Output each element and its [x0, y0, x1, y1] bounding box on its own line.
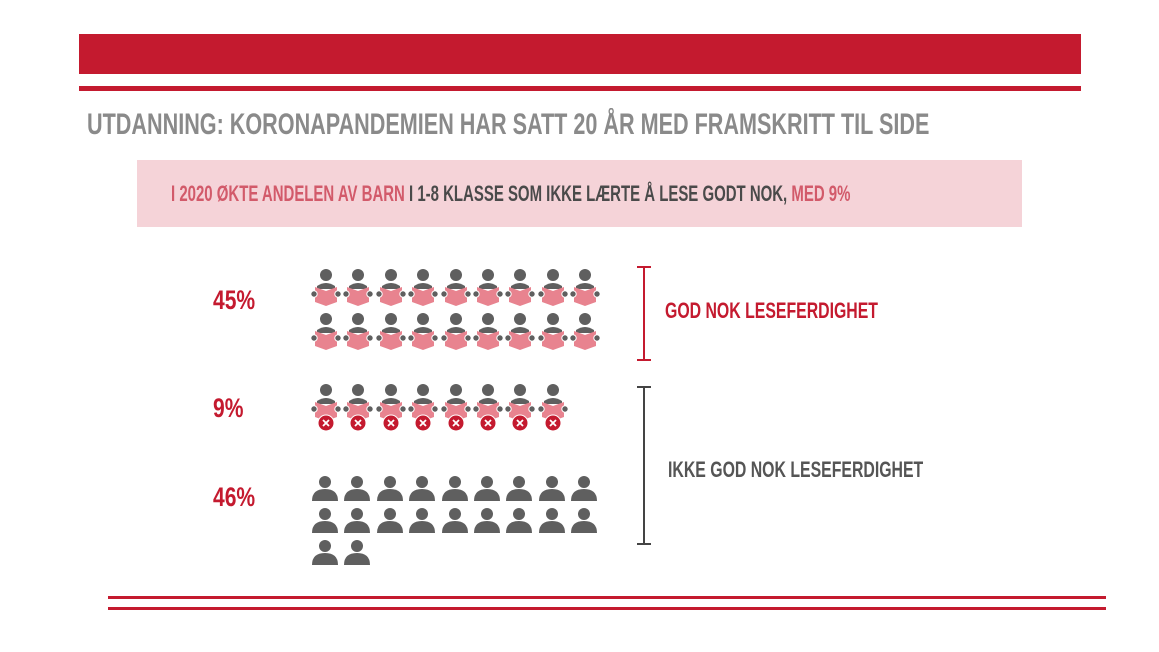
reading-person-failed-icon: [375, 384, 407, 432]
person-icon: [441, 508, 468, 533]
reading-person-failed-icon: [342, 384, 375, 432]
person-icon: [571, 476, 598, 501]
reading-person-icon: [439, 269, 472, 306]
reading-person-icon: [407, 269, 439, 306]
person-icon: [506, 508, 533, 533]
person-icon: [344, 508, 371, 533]
reading-person-icon: [375, 313, 407, 350]
person-icon: [344, 476, 371, 501]
bottom-divider: [108, 596, 1106, 599]
top-divider: [79, 86, 1081, 91]
percent-good: 45%: [213, 285, 256, 315]
reading-person-failed-icon: [472, 384, 504, 432]
bracket-good: [637, 266, 651, 361]
reading-person-failed-icon: [407, 384, 439, 432]
reading-person-icon: [439, 313, 472, 350]
reading-person-failed-icon: [439, 384, 472, 432]
label-not-good: IKKE GOD NOK LESEFERDIGHET: [668, 457, 924, 482]
person-icon: [474, 508, 500, 533]
top-banner-bar: [79, 34, 1081, 74]
label-good: GOD NOK LESEFERDIGHET: [665, 298, 878, 323]
person-icon: [506, 476, 533, 501]
person-icon: [538, 476, 565, 501]
page-title: UTDANNING: KORONAPANDEMIEN HAR SATT 20 Å…: [87, 108, 930, 141]
person-icon: [376, 508, 403, 533]
reading-person-icon: [537, 269, 569, 306]
person-icon: [312, 476, 338, 501]
bottom-divider: [108, 607, 1106, 610]
subtitle-highlight-value: MED 9%: [791, 181, 851, 206]
reading-person-icon: [569, 269, 601, 306]
reading-person-icon: [504, 269, 537, 306]
person-icon: [538, 508, 565, 533]
person-icon: [344, 540, 371, 565]
person-icon: [376, 476, 403, 501]
person-icon: [409, 508, 436, 533]
reading-person-icon: [504, 313, 537, 350]
reading-person-icon: [537, 313, 569, 350]
reading-person-icon: [407, 313, 439, 350]
reading-person-failed-icon: [537, 384, 569, 432]
person-icon: [409, 476, 436, 501]
subtitle: I 2020 ØKTE ANDELEN AV BARN I 1-8 KLASSE…: [171, 181, 850, 207]
reading-person-icon: [342, 313, 375, 350]
reading-person-icon: [472, 313, 504, 350]
reading-person-icon: [375, 269, 407, 306]
bracket-not-good: [637, 386, 651, 545]
reading-person-icon: [472, 269, 504, 306]
person-icon: [441, 476, 468, 501]
reading-person-icon: [310, 269, 342, 306]
subtitle-text: I 1-8 KLASSE SOM IKKE LÆRTE Å LESE GODT …: [404, 181, 792, 206]
subtitle-highlight: I 2020 ØKTE ANDELEN AV BARN: [171, 181, 405, 206]
person-icon: [571, 508, 598, 533]
person-icon: [474, 476, 500, 501]
subtitle-box: [137, 160, 1022, 227]
reading-person-icon: [569, 313, 601, 350]
reading-person-failed-icon: [504, 384, 537, 432]
reading-person-icon: [342, 269, 375, 306]
reading-person-icon: [310, 313, 342, 350]
percent-not-good: 46%: [213, 482, 256, 512]
person-icon: [312, 508, 338, 533]
percent-dropped: 9%: [213, 393, 244, 423]
reading-person-failed-icon: [310, 384, 342, 432]
person-icon: [312, 540, 338, 565]
